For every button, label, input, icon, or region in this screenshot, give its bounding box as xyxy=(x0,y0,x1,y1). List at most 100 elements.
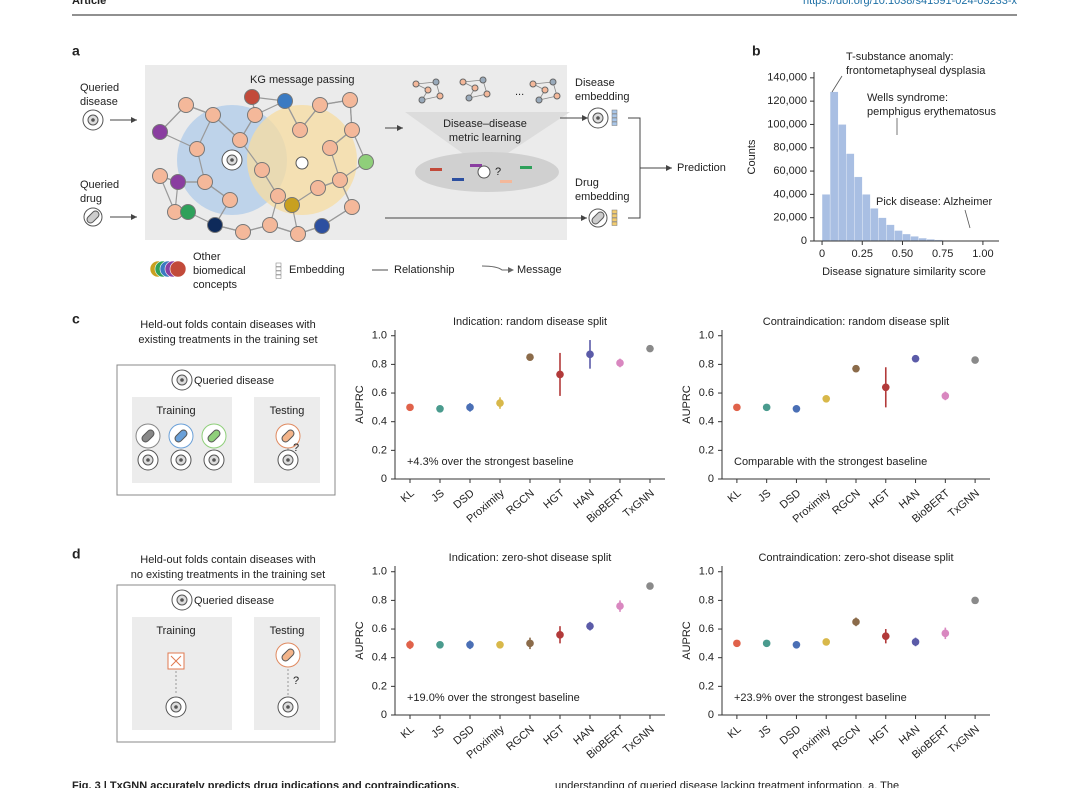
chart-title: Contraindication: random disease split xyxy=(763,316,950,328)
header-label: Article xyxy=(72,0,106,7)
mean-dot xyxy=(762,639,771,648)
label: embedding xyxy=(575,91,629,103)
y-tick-label: 20,000 xyxy=(773,212,807,224)
kg-node xyxy=(358,154,374,170)
kg-query-drug xyxy=(295,156,309,170)
mean-dot xyxy=(556,370,564,379)
y-tick-label: 0.4 xyxy=(372,416,387,428)
embedding-point xyxy=(500,180,512,183)
kg-node xyxy=(235,224,251,240)
kg-node xyxy=(152,124,168,140)
mean-dot xyxy=(971,356,979,364)
y-axis-label: Counts xyxy=(746,139,758,174)
chart-annotation: +23.9% over the strongest baseline xyxy=(734,692,907,704)
y-tick-label: 0.2 xyxy=(699,444,714,456)
description: Held-out folds contain diseases with xyxy=(140,554,315,566)
mini-graph-node xyxy=(424,86,432,94)
embedding-icon xyxy=(611,121,618,126)
x-tick-label: RGCN xyxy=(830,487,863,517)
embedding-icon xyxy=(275,266,282,271)
panel-label: d xyxy=(72,546,81,562)
x-tick-label: 0.25 xyxy=(852,248,873,260)
x-tick-label: JS xyxy=(429,487,447,504)
histogram-bar xyxy=(910,236,919,242)
y-tick-label: 0.6 xyxy=(699,623,714,635)
x-tick-label: TxGNN xyxy=(946,487,982,520)
x-tick-label: KL xyxy=(726,487,744,505)
kg-node xyxy=(222,192,238,208)
bracket xyxy=(628,117,641,219)
disease-icon xyxy=(286,705,290,709)
caption: understanding of queried disease lacking… xyxy=(555,780,899,788)
embedding-icon xyxy=(275,270,282,275)
y-tick-label: 1.0 xyxy=(372,566,387,578)
mean-dot xyxy=(586,350,594,359)
kg-node xyxy=(180,204,196,220)
mini-graph-node xyxy=(436,92,444,100)
mean-dot xyxy=(941,392,950,400)
disease-icon xyxy=(146,458,150,462)
mean-dot xyxy=(881,383,890,392)
mean-dot xyxy=(466,403,474,412)
y-tick-label: 0.8 xyxy=(699,358,714,370)
drug-icon xyxy=(281,648,295,662)
mean-dot xyxy=(792,640,801,649)
y-tick-label: 0.6 xyxy=(372,387,387,399)
embedding-point xyxy=(452,178,464,181)
mini-graph-node xyxy=(459,78,467,86)
embedding-point xyxy=(520,166,532,169)
embedding-point xyxy=(470,164,482,167)
histogram-bar xyxy=(894,230,903,242)
disease-icon xyxy=(179,458,183,462)
label: Drug xyxy=(575,177,599,189)
legend-label: Message xyxy=(517,264,562,276)
mean-dot xyxy=(733,639,741,648)
kg-node xyxy=(205,107,221,123)
mini-graph-node xyxy=(432,78,440,86)
y-tick-label: 0.4 xyxy=(699,416,714,428)
x-tick-label: 0.50 xyxy=(892,248,913,260)
kg-node xyxy=(344,122,360,138)
kg-title: KG message passing xyxy=(250,74,355,86)
annotation-pointer xyxy=(964,209,971,229)
caption: Fig. 3 | TxGNN accurately predicts drug … xyxy=(72,780,460,788)
header-doi: https://doi.org/10.1038/s41591-024-03233… xyxy=(803,0,1018,7)
histogram-bar xyxy=(870,208,879,242)
disease-icon xyxy=(212,458,216,462)
x-tick-label: KL xyxy=(726,723,744,741)
y-tick-label: 0.8 xyxy=(372,594,387,606)
kg-node xyxy=(314,218,330,234)
description: existing treatments in the training set xyxy=(138,334,317,346)
embedding-icon xyxy=(611,117,618,122)
y-tick-label: 100,000 xyxy=(767,118,807,130)
mean-dot xyxy=(496,399,504,407)
disease-icon xyxy=(180,378,184,382)
mean-dot xyxy=(733,403,741,412)
mean-dot xyxy=(646,582,654,590)
mean-dot xyxy=(406,403,414,412)
kg-node xyxy=(189,141,205,157)
disease-icon xyxy=(286,458,290,462)
x-tick-label: HGT xyxy=(867,487,893,511)
y-axis-label: AUPRC xyxy=(681,621,693,660)
y-tick-label: 0.2 xyxy=(372,680,387,692)
label: Queried xyxy=(80,82,119,94)
x-axis-label: Disease signature similarity score xyxy=(822,266,986,278)
y-tick-label: 0.2 xyxy=(699,680,714,692)
kg-node xyxy=(247,107,263,123)
embedding-icon xyxy=(611,113,618,118)
kg-node xyxy=(207,217,223,233)
chart-annotation: Comparable with the strongest baseline xyxy=(734,456,927,468)
x-tick-label: 0 xyxy=(819,248,825,260)
mean-dot xyxy=(911,354,920,363)
kg-node xyxy=(152,168,168,184)
embedding-point xyxy=(430,168,442,171)
kg-node xyxy=(342,92,358,108)
drug-icon xyxy=(86,210,100,224)
y-tick-label: 140,000 xyxy=(767,72,807,84)
queried-disease: Queried disease xyxy=(194,375,274,387)
chart-title: Indication: random disease split xyxy=(453,316,607,328)
concept-icon xyxy=(169,260,187,278)
y-tick-label: 0.8 xyxy=(372,358,387,370)
kg-node xyxy=(284,197,300,213)
